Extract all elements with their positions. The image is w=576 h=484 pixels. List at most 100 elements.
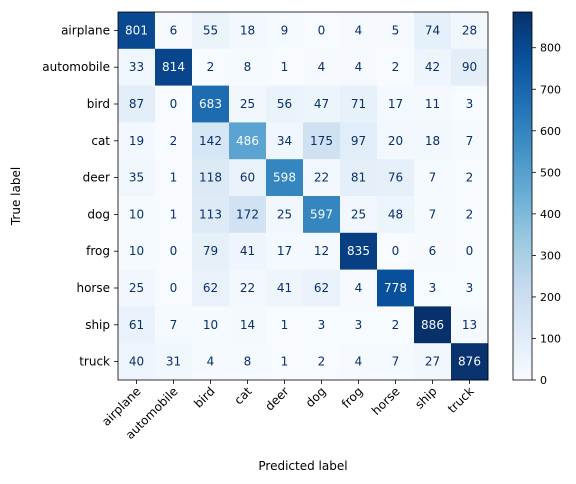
cell-value-label: 2 <box>318 355 326 369</box>
y-tick-label: ship <box>85 318 110 332</box>
cell-value-label: 42 <box>425 60 440 74</box>
heatmap-cell <box>377 122 415 160</box>
cell-value-label: 7 <box>392 355 400 369</box>
cell-value-label: 9 <box>281 23 289 37</box>
heatmap-cell <box>266 306 304 344</box>
cell-value-label: 113 <box>199 207 222 221</box>
heatmap-cell <box>266 122 304 160</box>
cell-value-label: 598 <box>273 171 296 185</box>
heatmap-cell <box>266 196 304 234</box>
heatmap-cell <box>229 269 267 307</box>
x-tick-label: deer <box>262 384 291 413</box>
heatmap-cell <box>377 343 415 381</box>
heatmap-cell <box>377 306 415 344</box>
cell-value-label: 4 <box>355 60 363 74</box>
heatmap-cell <box>192 85 230 123</box>
x-tick-label: cat <box>232 384 255 407</box>
colorbar-tick-label: 700 <box>540 83 561 96</box>
cell-value-label: 18 <box>425 134 440 148</box>
heatmap-cell <box>451 232 489 270</box>
heatmap-cell <box>192 196 230 234</box>
cell-value-label: 25 <box>240 97 255 111</box>
colorbar-tick-label: 100 <box>540 332 561 345</box>
heatmap-cell <box>266 48 304 86</box>
cell-value-label: 175 <box>310 134 333 148</box>
heatmap-cell <box>377 12 415 50</box>
x-axis-label: Predicted label <box>258 459 347 473</box>
x-tick-label: dog <box>303 384 329 410</box>
heatmap-cell <box>192 48 230 86</box>
heatmap-cell <box>340 159 378 197</box>
heatmap-cell <box>451 85 489 123</box>
y-tick-label: airplane <box>61 23 110 37</box>
x-tick-label: frog <box>339 384 366 411</box>
heatmap-cell <box>340 232 378 270</box>
colorbar-tick-label: 600 <box>540 125 561 138</box>
cell-value-label: 683 <box>199 97 222 111</box>
cell-value-label: 4 <box>355 355 363 369</box>
cell-value-label: 597 <box>310 207 333 221</box>
y-tick-label: dog <box>87 207 110 221</box>
cell-value-label: 778 <box>384 281 407 295</box>
cell-value-label: 81 <box>351 171 366 185</box>
heatmap-cell <box>266 232 304 270</box>
heatmap-cell <box>229 85 267 123</box>
cell-value-label: 47 <box>314 97 329 111</box>
y-tick-label: deer <box>83 171 110 185</box>
cell-value-label: 2 <box>466 171 474 185</box>
heatmap-cell <box>377 48 415 86</box>
cell-value-label: 172 <box>236 207 259 221</box>
cell-value-label: 835 <box>347 244 370 258</box>
cell-value-label: 60 <box>240 171 255 185</box>
heatmap-cell <box>229 159 267 197</box>
cell-value-label: 814 <box>162 60 185 74</box>
y-axis-ticks: airplane automobile bird cat deer dog frog hors… <box>42 23 118 369</box>
y-tick-label: bird <box>87 97 110 111</box>
cell-value-label: 0 <box>466 244 474 258</box>
cell-value-label: 0 <box>318 23 326 37</box>
heatmap-cell <box>192 343 230 381</box>
heatmap-cell <box>118 232 156 270</box>
heatmap-cell <box>266 343 304 381</box>
heatmap-cell <box>155 85 193 123</box>
heatmap-cell <box>340 12 378 50</box>
cell-value-label: 10 <box>129 207 144 221</box>
heatmap-cell <box>192 122 230 160</box>
cell-value-label: 486 <box>236 134 259 148</box>
cell-value-label: 1 <box>170 171 178 185</box>
heatmap-cell <box>303 122 341 160</box>
heatmap-cell <box>266 159 304 197</box>
heatmap-cell <box>229 306 267 344</box>
heatmap-cell <box>377 196 415 234</box>
cell-value-label: 0 <box>392 244 400 258</box>
cell-value-label: 4 <box>355 281 363 295</box>
heatmap-cell <box>266 269 304 307</box>
heatmap-cell <box>155 269 193 307</box>
y-tick-label: truck <box>79 355 110 369</box>
heatmap-cell <box>451 343 489 381</box>
cell-value-label: 55 <box>203 23 218 37</box>
heatmap-cell <box>118 48 156 86</box>
cell-value-label: 34 <box>277 134 292 148</box>
heatmap-cell <box>414 159 452 197</box>
heatmap-cell <box>340 122 378 160</box>
y-tick-label: cat <box>91 134 110 148</box>
cell-value-label: 3 <box>429 281 437 295</box>
heatmap-cell <box>155 343 193 381</box>
cell-value-label: 11 <box>425 97 440 111</box>
cell-value-label: 7 <box>466 134 474 148</box>
cell-value-label: 8 <box>244 60 252 74</box>
heatmap-cell <box>192 232 230 270</box>
cell-value-label: 87 <box>129 97 144 111</box>
cell-value-label: 6 <box>170 23 178 37</box>
cell-value-label: 876 <box>458 355 481 369</box>
cell-value-label: 25 <box>277 207 292 221</box>
cell-value-label: 4 <box>207 355 215 369</box>
cell-value-label: 28 <box>462 23 477 37</box>
cell-value-label: 25 <box>129 281 144 295</box>
cell-value-label: 71 <box>351 97 366 111</box>
cell-value-label: 2 <box>392 318 400 332</box>
cell-value-label: 97 <box>351 134 366 148</box>
